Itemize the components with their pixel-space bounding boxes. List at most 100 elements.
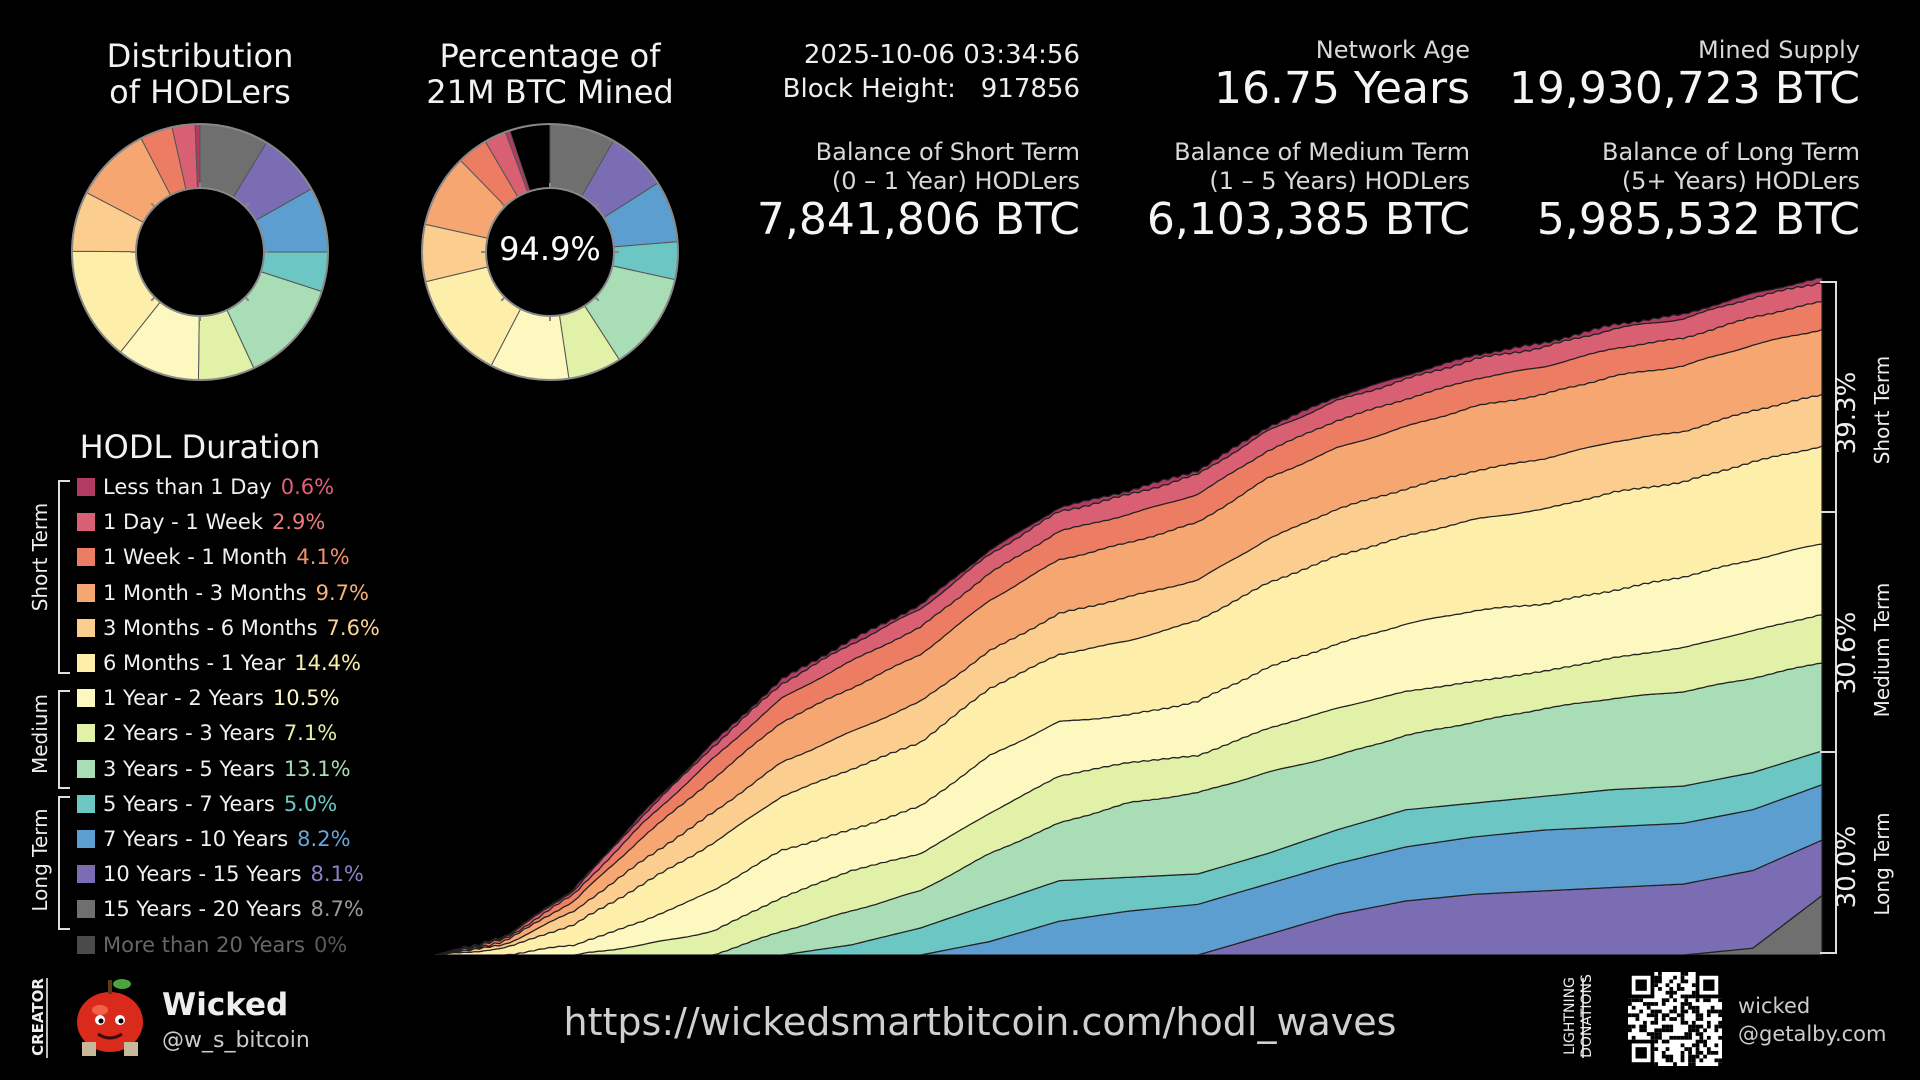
qr-module [1646, 1032, 1651, 1036]
qr-module [1639, 1009, 1644, 1014]
qr-module [1650, 1009, 1655, 1014]
qr-module [1680, 1054, 1685, 1059]
qr-module [1680, 1017, 1685, 1021]
qr-module [1631, 1035, 1636, 1040]
legend-item: 2 Years - 3 Years 7.1% [77, 718, 337, 748]
qr-module [1688, 1024, 1692, 1029]
qr-module [1688, 1002, 1692, 1006]
long-term-bracket [58, 796, 70, 930]
qr-module [1684, 1020, 1689, 1025]
qr-module [1643, 1020, 1647, 1025]
qr-module [1658, 1035, 1662, 1040]
legend-label: 6 Months - 1 Year [103, 651, 286, 675]
legend-swatch [77, 830, 95, 848]
qr-module [1710, 1009, 1715, 1014]
qr-module [1658, 1009, 1662, 1014]
medium-term-value: 6,103,385 BTC [1146, 194, 1470, 245]
qr-module [1646, 1005, 1651, 1010]
lightning-qr-code[interactable] [1628, 972, 1722, 1066]
qr-module [1669, 1024, 1674, 1029]
legend-swatch [77, 794, 95, 813]
legend-pct: 0% [313, 932, 348, 957]
qr-module [1718, 1024, 1722, 1029]
qr-module [1680, 1002, 1685, 1006]
qr-module [1665, 1058, 1670, 1063]
qr-module [1658, 1032, 1662, 1036]
qr-module [1669, 987, 1674, 991]
qr-module [1654, 1013, 1659, 1018]
qr-module [1654, 975, 1659, 980]
qr-module [1669, 1058, 1674, 1063]
qr-module [1669, 1054, 1674, 1059]
qr-module [1706, 1047, 1711, 1051]
qr-module [1688, 1058, 1692, 1063]
qr-module [1706, 998, 1711, 1003]
legend-item: 5 Years - 7 Years 5.0% [77, 789, 337, 819]
qr-module [1654, 1035, 1659, 1040]
qr-module [1658, 975, 1662, 980]
qr-module [1699, 1050, 1704, 1055]
qr-module [1699, 1039, 1704, 1044]
qr-module [1680, 975, 1685, 980]
qr-module [1688, 1050, 1692, 1055]
qr-module [1695, 1024, 1700, 1029]
legend-label: 1 Year - 2 Years [103, 686, 264, 711]
qr-module [1688, 1032, 1692, 1036]
qr-module [1628, 1002, 1632, 1006]
qr-module [1654, 1039, 1659, 1044]
qr-module [1650, 1020, 1655, 1025]
legend-item: 3 Months - 6 Months 7.6% [77, 613, 380, 643]
qr-module [1680, 1035, 1685, 1040]
legend-label: 7 Years - 10 Years [103, 827, 289, 851]
donut-tick [594, 202, 600, 208]
qr-module [1654, 1047, 1659, 1051]
legend-swatch [77, 900, 95, 919]
legend-item: 10 Years - 15 Years 8.1% [77, 859, 364, 889]
donut-tick [594, 296, 600, 302]
lightning-address[interactable]: wicked @getalby.com [1738, 992, 1886, 1048]
qr-module [1684, 1047, 1689, 1051]
qr-module [1676, 1013, 1681, 1018]
qr-module [1676, 987, 1681, 991]
qr-module [1695, 1009, 1700, 1014]
hodl-wave-band [434, 277, 1823, 955]
qr-module [1669, 990, 1674, 995]
qr-module [1643, 1002, 1647, 1006]
qr-module [1695, 1013, 1700, 1018]
qr-module [1718, 1058, 1722, 1063]
qr-module [1643, 1024, 1647, 1029]
legend-pct: 13.1% [283, 756, 351, 781]
qr-module [1706, 1035, 1711, 1040]
donut-tick [150, 202, 156, 208]
qr-module [1703, 1043, 1707, 1048]
qr-module [1695, 1017, 1700, 1021]
qr-module [1684, 998, 1689, 1003]
medium-term-bracket [58, 690, 70, 789]
qr-module [1673, 1009, 1677, 1014]
qr-module [1684, 972, 1689, 976]
mined-percentage-value: 94.9% [499, 230, 601, 268]
qr-module [1688, 1047, 1692, 1051]
short-term-label1: Balance of Short Term [815, 138, 1080, 166]
legend-swatch [77, 478, 95, 496]
qr-module [1680, 1009, 1685, 1014]
qr-module [1646, 1013, 1651, 1018]
qr-module [1654, 1028, 1659, 1033]
legend-pct: 5.0% [283, 791, 338, 816]
source-url[interactable]: https://wickedsmartbitcoin.com/hodl_wave… [563, 1000, 1397, 1044]
hodl-wave-band [434, 839, 1823, 955]
hodl-wave-band [434, 784, 1823, 955]
qr-module [1688, 1005, 1692, 1010]
qr-module [1650, 1032, 1655, 1036]
qr-module [1691, 1020, 1696, 1025]
creator-handle[interactable]: @w_s_bitcoin [162, 1028, 310, 1053]
qr-module [1665, 983, 1670, 988]
legend-pct: 8.7% [310, 897, 364, 922]
qr-module [1680, 987, 1685, 991]
legend-group-medium: Medium [28, 694, 52, 774]
qr-module [1654, 1002, 1659, 1006]
long-term-label2: (5+ Years) HODLers [1621, 167, 1860, 195]
qr-module [1654, 983, 1659, 988]
legend-swatch [77, 583, 95, 602]
legend-pct: 7.1% [283, 721, 338, 746]
